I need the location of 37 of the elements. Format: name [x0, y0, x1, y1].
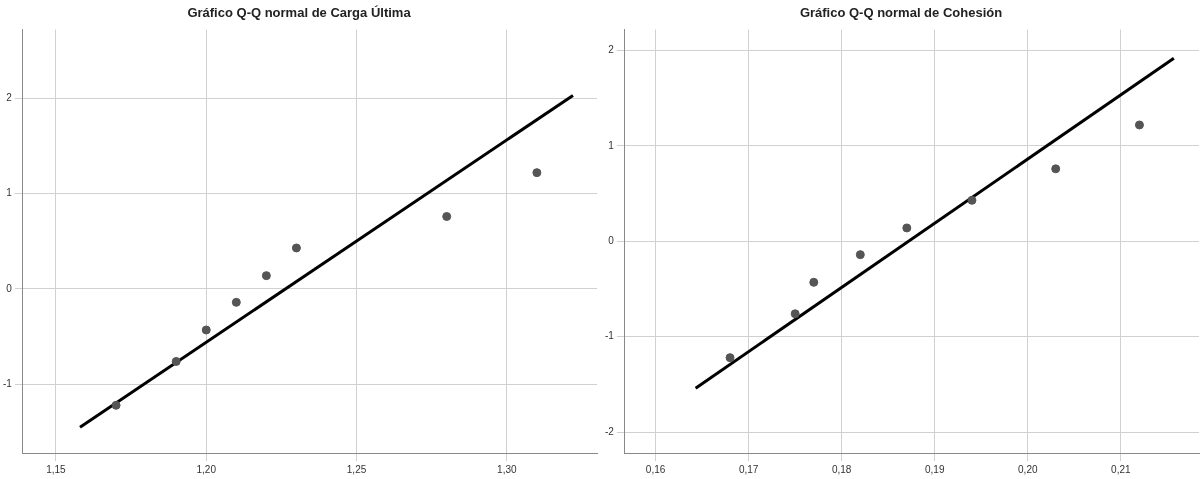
point [1134, 120, 1144, 130]
point [291, 243, 301, 253]
y-tick-label: 2 [608, 44, 615, 56]
x-tick-label: 0,17 [738, 463, 759, 475]
x-tick-label: 0,20 [1018, 463, 1038, 475]
x-tick-label: 1,15 [46, 463, 67, 475]
y-tick-label: -1 [2, 378, 13, 390]
point [967, 195, 977, 205]
x-tick-label: 1,25 [346, 463, 367, 475]
x-tick-label: 0,19 [925, 463, 945, 475]
chart-title: Gráfico Q-Q normal de Carga Última [187, 5, 412, 21]
y-tick-label: -2 [604, 425, 615, 437]
point [442, 212, 452, 222]
point [790, 309, 800, 319]
y-tick-label: 0 [6, 282, 13, 294]
point [201, 325, 211, 335]
y-tick-label: 1 [6, 187, 13, 199]
y-tick-label: 2 [6, 92, 13, 104]
point [855, 250, 865, 260]
point [902, 223, 912, 233]
point [111, 400, 121, 410]
point [532, 168, 542, 178]
x-tick-label: 1,30 [497, 463, 517, 475]
point [261, 271, 271, 281]
x-tick-label: 0,21 [1111, 463, 1132, 475]
y-tick-label: 0 [608, 235, 615, 247]
point [809, 277, 819, 287]
point [725, 353, 735, 363]
point [171, 356, 181, 366]
y-tick-label: -1 [604, 330, 615, 342]
x-tick-label: 0,18 [831, 463, 852, 475]
x-tick-label: 1,20 [196, 463, 217, 475]
point [231, 297, 241, 307]
x-tick-label: 0,16 [645, 463, 666, 475]
y-tick-label: 1 [608, 139, 615, 151]
point [1051, 164, 1061, 174]
chart-title: Gráfico Q-Q normal de Cohesión [799, 5, 1003, 21]
